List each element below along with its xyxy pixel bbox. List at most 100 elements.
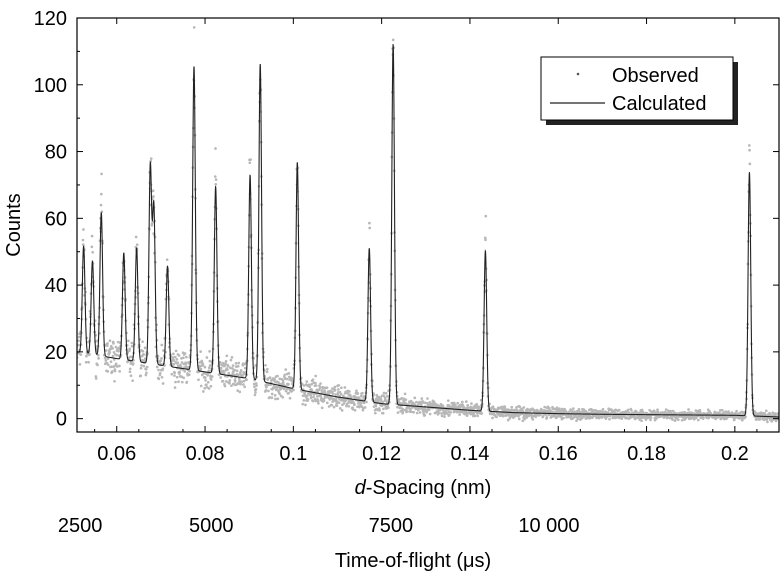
observed-point <box>254 391 257 394</box>
observed-point <box>342 402 346 405</box>
observed-point <box>87 360 90 364</box>
observed-point <box>473 414 477 418</box>
observed-point <box>484 214 488 218</box>
observed-point <box>735 409 738 413</box>
observed-point <box>398 406 402 409</box>
observed-point <box>337 388 340 391</box>
observed-point <box>213 175 217 178</box>
observed-point <box>347 404 351 408</box>
observed-point <box>175 375 179 379</box>
observed-point <box>239 371 242 374</box>
observed-point <box>413 396 417 400</box>
observed-point <box>149 157 153 160</box>
observed-point <box>79 353 83 357</box>
observed-point <box>384 403 387 407</box>
observed-point <box>203 386 207 390</box>
observed-point <box>300 382 304 386</box>
observed-point <box>104 359 108 362</box>
observed-point <box>325 386 329 390</box>
observed-point <box>331 392 335 396</box>
observed-point <box>111 354 115 358</box>
observed-point <box>223 364 227 368</box>
observed-point <box>130 341 134 345</box>
observed-point <box>185 355 188 359</box>
observed-point <box>224 362 227 365</box>
observed-point <box>273 377 276 381</box>
observed-point <box>316 399 320 403</box>
observed-point <box>617 408 621 412</box>
observed-point <box>361 391 364 395</box>
observed-point <box>335 404 339 408</box>
observed-point <box>130 344 134 348</box>
observed-point <box>322 399 326 403</box>
observed-point <box>172 359 176 362</box>
observed-point <box>264 388 268 392</box>
observed-point <box>202 390 205 393</box>
observed-point <box>626 408 630 412</box>
observed-point <box>440 414 444 418</box>
observed-point <box>131 379 134 383</box>
observed-point <box>334 398 338 402</box>
observed-point <box>115 353 119 357</box>
observed-point <box>302 384 306 387</box>
observed-point <box>687 408 690 411</box>
observed-point <box>287 372 291 375</box>
observed-point <box>173 386 177 389</box>
observed-point <box>143 346 147 350</box>
observed-point <box>754 418 758 422</box>
observed-point <box>469 412 473 416</box>
observed-point <box>118 370 122 373</box>
observed-point <box>336 393 340 396</box>
calculated-series <box>77 44 779 418</box>
secondary-tick-label: 10 000 <box>518 515 579 537</box>
y-tick-label: 120 <box>34 8 67 30</box>
observed-point <box>359 394 363 398</box>
observed-point <box>245 378 248 381</box>
observed-point <box>117 349 120 353</box>
observed-point <box>317 401 320 405</box>
observed-point <box>363 406 367 409</box>
observed-point <box>305 394 309 398</box>
observed-point <box>278 392 281 396</box>
observed-point <box>106 342 109 345</box>
observed-point <box>157 377 161 381</box>
observed-point <box>384 391 388 395</box>
observed-point <box>422 410 425 413</box>
observed-point <box>197 378 200 382</box>
observed-point <box>419 403 423 407</box>
observed-point <box>286 387 289 391</box>
observed-point <box>159 359 163 363</box>
observed-point <box>456 401 460 405</box>
observed-point <box>231 364 235 368</box>
observed-point <box>400 396 404 400</box>
observed-point <box>161 382 165 385</box>
observed-point <box>267 389 270 393</box>
observed-point <box>144 368 148 371</box>
observed-point <box>252 382 256 386</box>
observed-point <box>229 366 232 370</box>
observed-point <box>99 203 103 207</box>
observed-point <box>428 407 431 411</box>
observed-point <box>351 407 355 411</box>
observed-point <box>254 388 258 391</box>
observed-point <box>311 399 315 403</box>
observed-point <box>353 402 356 406</box>
observed-point <box>82 228 85 231</box>
observed-point <box>176 361 180 365</box>
observed-point <box>464 400 468 404</box>
observed-point <box>720 408 724 412</box>
observed-point <box>222 371 226 375</box>
observed-point <box>571 407 575 410</box>
observed-point <box>673 419 677 422</box>
observed-point <box>224 360 228 363</box>
observed-point <box>249 158 252 161</box>
observed-point <box>629 408 633 412</box>
y-tick-label: 80 <box>45 142 67 164</box>
observed-point <box>517 417 521 421</box>
observed-point <box>277 385 281 389</box>
observed-point <box>221 369 225 373</box>
observed-point <box>203 376 207 379</box>
legend: Observed Calculated <box>540 56 738 125</box>
observed-point <box>182 356 185 360</box>
observed-point <box>239 369 243 372</box>
